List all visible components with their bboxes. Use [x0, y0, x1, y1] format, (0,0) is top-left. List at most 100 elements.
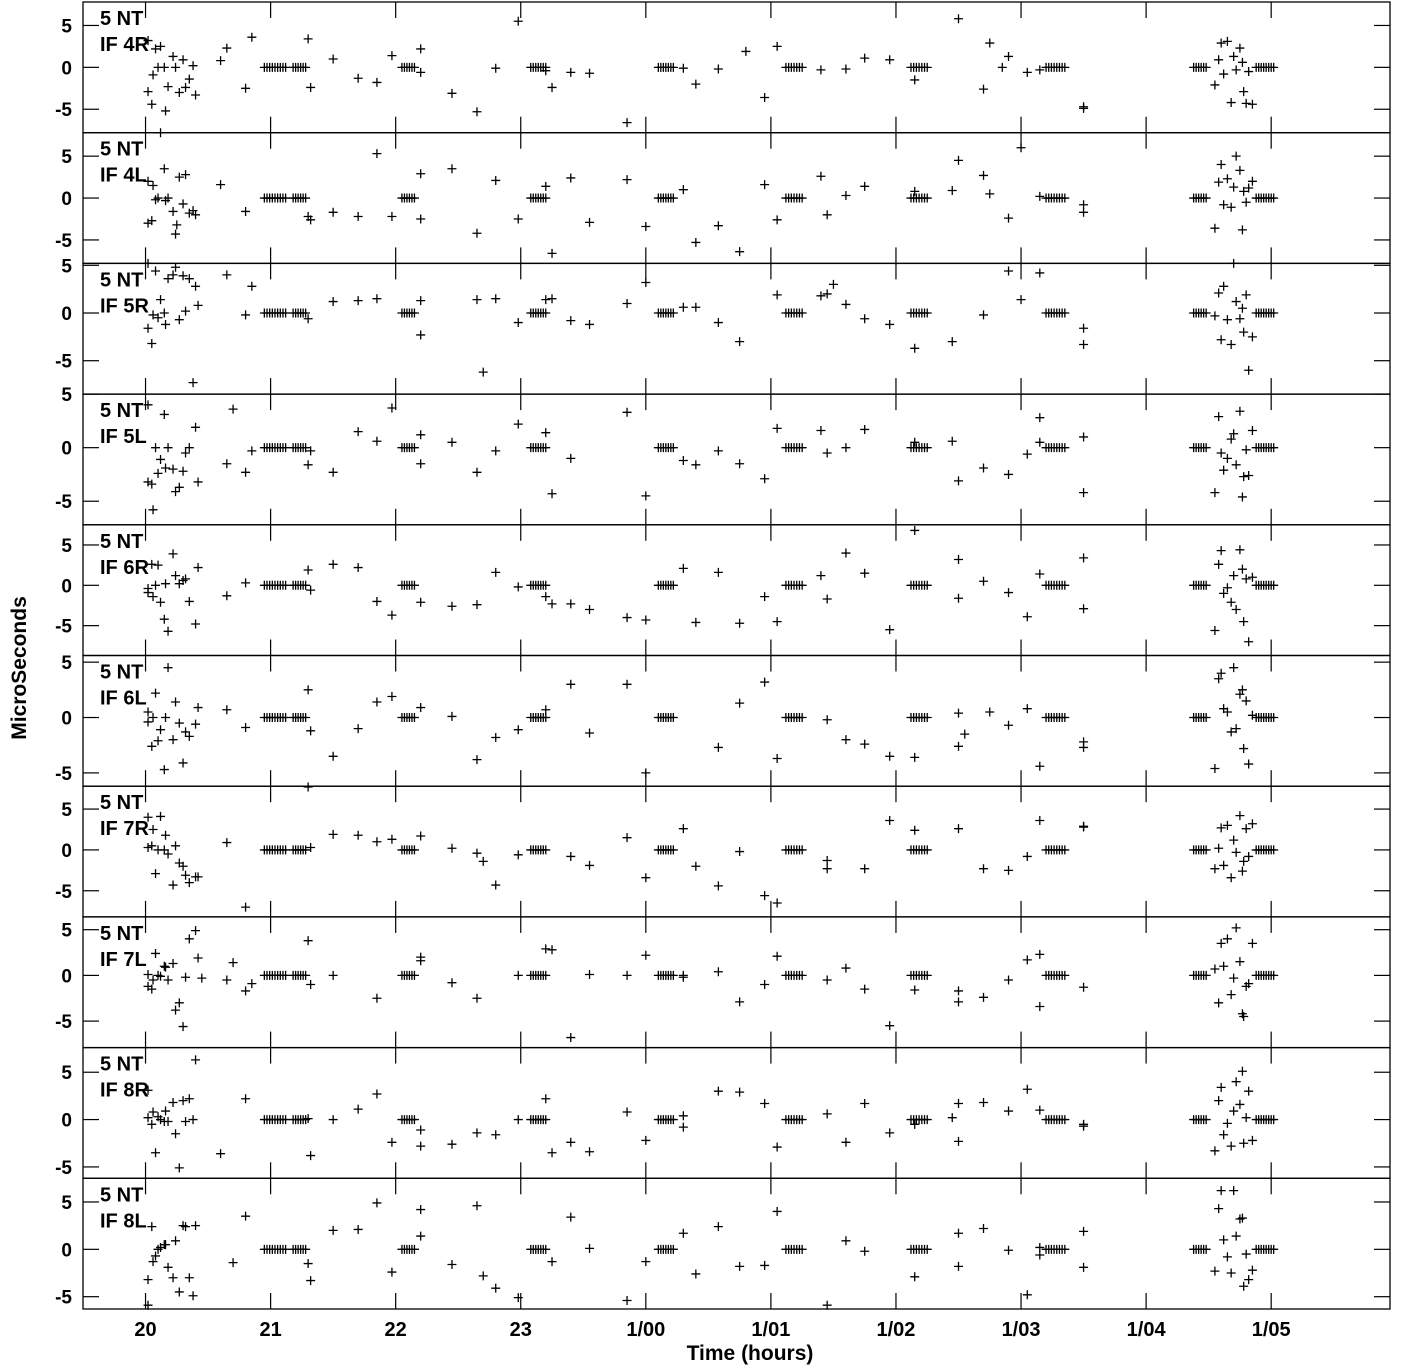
data-point [1035, 1250, 1045, 1260]
data-point [1210, 223, 1220, 233]
data-point [1004, 865, 1014, 875]
data-point [409, 970, 419, 980]
data-point [922, 713, 932, 723]
data-point [1201, 193, 1211, 203]
data-point [860, 424, 870, 434]
data-point [306, 842, 316, 852]
data-point [1237, 57, 1247, 67]
data-point [222, 975, 232, 985]
data-point [143, 258, 153, 268]
data-point [566, 316, 576, 326]
data-point [841, 191, 851, 201]
data-point [922, 308, 932, 318]
data-point [954, 708, 964, 718]
data-point [171, 841, 181, 851]
data-point [372, 993, 382, 1003]
data-point [1231, 1231, 1241, 1241]
panel-if-label: IF 8L [100, 1210, 147, 1232]
data-point [622, 298, 632, 308]
y-tick-label: -5 [55, 100, 72, 121]
data-point [306, 980, 316, 990]
data-point [161, 962, 171, 972]
data-point [181, 1116, 191, 1126]
data-point [1237, 866, 1247, 876]
data-point [1222, 820, 1232, 830]
data-point [985, 38, 995, 48]
data-point [228, 958, 238, 968]
data-point [760, 180, 770, 190]
data-point [306, 1276, 316, 1286]
data-point [1079, 488, 1089, 498]
data-point [979, 310, 989, 320]
data-point [1060, 845, 1070, 855]
data-point [1079, 604, 1089, 614]
data-point [148, 713, 158, 723]
data-point [668, 970, 678, 980]
data-point [241, 310, 251, 320]
panel-10: 5 0 -5 5 NT IF 8L [55, 1177, 1391, 1310]
data-point [1216, 335, 1226, 345]
data-point [353, 73, 363, 83]
data-point [1226, 597, 1236, 607]
data-point [301, 1244, 311, 1254]
data-point [1022, 704, 1032, 714]
data-point [281, 308, 291, 318]
data-point [491, 446, 501, 456]
data-point [1035, 949, 1045, 959]
data-point [1201, 1115, 1211, 1125]
data-point [191, 281, 201, 291]
data-point [191, 90, 201, 100]
data-point [247, 32, 257, 42]
data-point [735, 847, 745, 857]
data-point [1231, 847, 1241, 857]
data-point [713, 64, 723, 74]
data-point [1241, 824, 1251, 834]
data-point [1216, 823, 1226, 833]
data-point [143, 1300, 153, 1310]
data-point [222, 591, 232, 601]
data-point [372, 77, 382, 87]
data-point [760, 1260, 770, 1270]
data-point [1004, 1106, 1014, 1116]
data-point [735, 997, 745, 1007]
data-point [159, 961, 169, 971]
data-point [1035, 569, 1045, 579]
data-point [174, 315, 184, 325]
data-point [1229, 1106, 1239, 1116]
data-point [979, 864, 989, 874]
data-point [281, 62, 291, 72]
data-point [1237, 1066, 1247, 1076]
data-point [1241, 1249, 1251, 1259]
data-point [1219, 860, 1229, 870]
data-point [841, 64, 851, 74]
data-point [1237, 303, 1247, 313]
data-point [566, 851, 576, 861]
data-point [168, 270, 178, 280]
data-point [841, 548, 851, 558]
y-tick-label: 5 [61, 653, 72, 674]
data-point [1239, 617, 1249, 627]
data-point [860, 53, 870, 63]
panel-7: 5 0 -5 5 NT IF 7R [55, 782, 1391, 918]
data-point [1016, 295, 1026, 305]
data-point [472, 1201, 482, 1211]
data-point [585, 860, 595, 870]
data-point [622, 613, 632, 623]
data-point [678, 1228, 688, 1238]
data-point [1216, 1082, 1226, 1092]
data-point [281, 193, 291, 203]
data-point [513, 318, 523, 328]
data-point [1214, 1204, 1224, 1214]
data-point [954, 1261, 964, 1271]
data-point [885, 1021, 895, 1031]
data-point [772, 617, 782, 627]
data-point [735, 337, 745, 347]
y-tick-label: -5 [55, 1158, 72, 1179]
data-point [387, 211, 397, 221]
data-point [954, 1098, 964, 1108]
data-point [1060, 970, 1070, 980]
data-point [691, 1269, 701, 1279]
data-point [306, 726, 316, 736]
data-point [735, 247, 745, 257]
